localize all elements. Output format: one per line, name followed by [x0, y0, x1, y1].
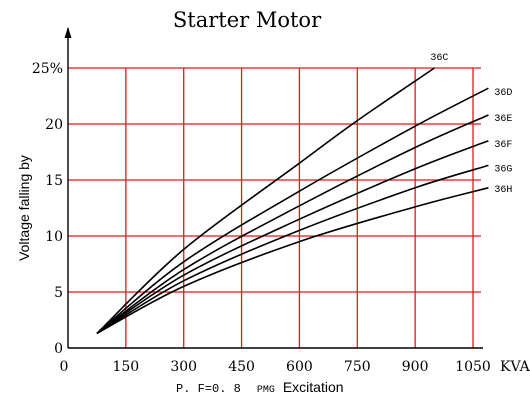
x-tick-label-750: 750	[344, 359, 371, 375]
x-tick-label-450: 450	[228, 359, 255, 375]
series-line-36f	[96, 140, 489, 335]
series-lines	[96, 67, 489, 335]
x-axis-label: P. F=0. 8 PMG Excitation	[176, 379, 344, 396]
x-axis-label-suffix: Excitation	[283, 379, 344, 395]
series-label-36e: 36E	[494, 114, 512, 125]
x-tick-label-600: 600	[286, 359, 313, 375]
series-line-36c	[96, 67, 435, 334]
chart-title: Starter Motor	[173, 8, 322, 32]
x-tick-label-0: 0	[60, 359, 69, 375]
x-tick-label-150: 150	[112, 359, 139, 375]
y-axis-label: Voltage falling by	[16, 155, 32, 261]
x-axis-label-prefix: P. F=0. 8	[176, 382, 241, 396]
y-tick-label-15: 15	[45, 173, 63, 189]
series-line-36h	[96, 187, 489, 335]
y-tick-label-5: 5	[54, 285, 63, 301]
series-line-36d	[96, 87, 489, 335]
series-label-36c: 36C	[430, 53, 448, 64]
series-labels: 36C 36D 36E 36F 36G 36H	[430, 53, 512, 196]
y-tick-label-25: 25%	[32, 61, 63, 77]
y-tick-label-10: 10	[45, 229, 63, 245]
series-label-36h: 36H	[494, 185, 512, 196]
series-line-36g	[96, 164, 489, 335]
series-label-36f: 36F	[494, 140, 512, 151]
series-line-36e	[96, 114, 489, 335]
axes	[64, 27, 483, 349]
x-axis-label-small: PMG	[257, 385, 275, 396]
y-tick-labels: 0 5 10 15 20 25%	[32, 61, 63, 357]
x-tick-label-1050: 1050	[455, 359, 491, 375]
x-unit-label: KVA	[500, 359, 530, 375]
y-tick-label-20: 20	[45, 117, 63, 133]
x-tick-label-300: 300	[170, 359, 197, 375]
x-tick-label-900: 900	[402, 359, 429, 375]
y-axis-arrow-icon	[64, 27, 72, 38]
x-tick-labels: 0 150 300 450 600 750 900 1050	[60, 359, 491, 375]
grid	[68, 67, 481, 348]
y-tick-label-0: 0	[54, 341, 63, 357]
series-label-36g: 36G	[494, 164, 512, 175]
series-label-36d: 36D	[494, 88, 512, 99]
